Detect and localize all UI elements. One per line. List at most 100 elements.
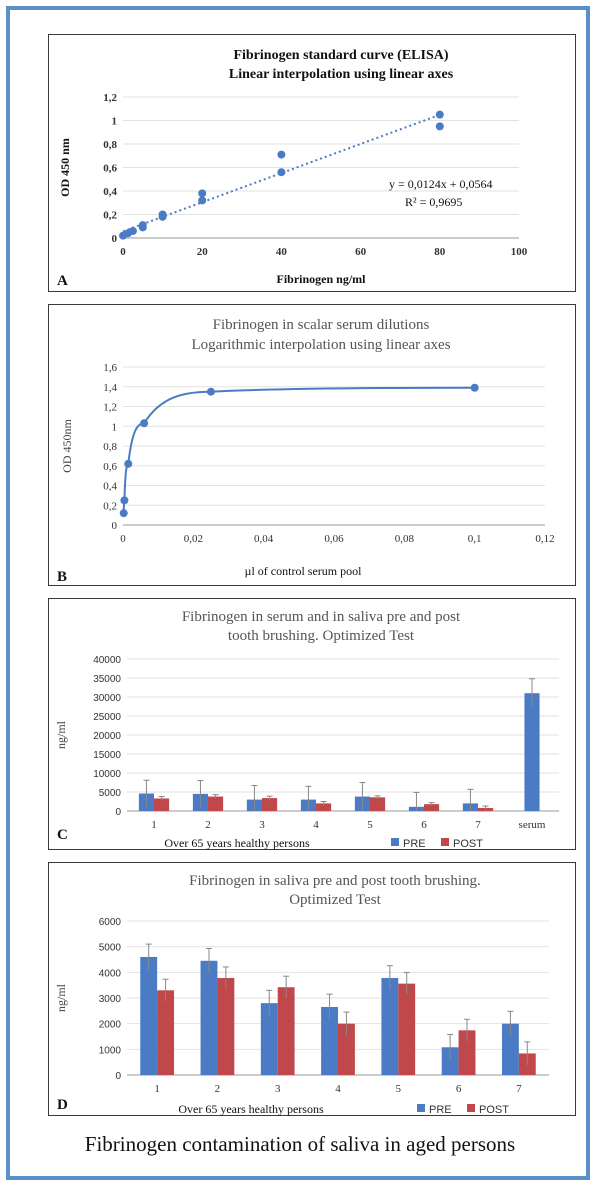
y-tick-label: 0,4: [103, 186, 117, 198]
chart-title: Fibrinogen in scalar serum dilutions: [213, 317, 430, 333]
chart-a-svg: Fibrinogen standard curve (ELISA) Linear …: [57, 48, 528, 289]
legend-label-pre: PRE: [429, 1104, 452, 1116]
y-tick-label: 0: [115, 807, 121, 818]
data-point: [198, 189, 207, 198]
x-tick-label: 4: [313, 819, 319, 831]
x-tick-label: 0,08: [395, 533, 415, 545]
y-tick-label: 30000: [93, 693, 121, 704]
data-point: [206, 387, 215, 396]
chart-title: Fibrinogen standard curve (ELISA): [233, 48, 448, 63]
trendline: [122, 113, 441, 233]
x-tick-label: 7: [516, 1083, 522, 1095]
y-tick-label: 20000: [93, 731, 121, 742]
x-tick-label: 6: [421, 819, 427, 831]
x-tick-label: 5: [367, 819, 373, 831]
panel-letter: B: [57, 569, 67, 585]
bar-pre: [501, 1023, 519, 1075]
y-axis-label: OD 450nm: [60, 419, 74, 473]
data-point: [435, 122, 444, 131]
bar-post: [157, 990, 175, 1075]
bar-post: [217, 977, 235, 1075]
data-point: [140, 419, 149, 428]
bar-post: [208, 796, 224, 811]
bar-pre: [524, 693, 540, 811]
panel-letter: A: [57, 273, 68, 289]
x-tick-label: 0,1: [468, 533, 482, 545]
bar-post: [262, 798, 278, 811]
y-tick-label: 10000: [93, 769, 121, 780]
panel-letter: D: [57, 1097, 68, 1113]
data-point: [120, 496, 129, 505]
x-tick-label: 0,02: [184, 533, 203, 545]
y-tick-label: 0: [112, 233, 118, 245]
chart-b-svg: Fibrinogen in scalar serum dilutions Loga…: [57, 317, 555, 585]
legend-label-post: POST: [453, 838, 483, 850]
y-tick-label: 0,6: [103, 461, 117, 473]
x-tick-label: 2: [215, 1083, 221, 1095]
data-point: [128, 226, 137, 235]
x-tick-label: 0: [120, 246, 126, 258]
y-tick-label: 2000: [99, 1020, 122, 1031]
legend-label-pre: PRE: [403, 838, 426, 850]
y-tick-label: 0,8: [103, 441, 117, 453]
y-tick-label: 1,6: [103, 362, 117, 374]
bar-pre: [441, 1047, 459, 1075]
x-tick-label: 2: [205, 819, 211, 831]
legend-swatch-pre: [417, 1104, 425, 1112]
legend-swatch-post: [467, 1104, 475, 1112]
bar-pre: [381, 977, 399, 1075]
x-tick-label: 1: [151, 819, 157, 831]
y-tick-label: 1,2: [103, 92, 117, 104]
x-tick-label: serum: [519, 819, 546, 831]
x-tick-label: 0,06: [324, 533, 344, 545]
panel-c: Fibrinogen in serum and in saliva pre an…: [48, 598, 576, 850]
y-tick-label: 0,6: [103, 163, 117, 175]
data-point: [198, 196, 207, 205]
bar-pre: [200, 960, 218, 1075]
bar-post: [370, 797, 386, 811]
y-tick-label: 5000: [99, 788, 122, 799]
bar-post: [277, 987, 295, 1075]
bar-post: [316, 803, 332, 811]
y-tick-label: 15000: [93, 750, 121, 761]
chart-d-svg: Fibrinogen in saliva pre and post tooth …: [54, 873, 549, 1116]
y-tick-label: 1: [112, 421, 118, 433]
chart-subtitle: Logarithmic interpolation using linear a…: [191, 337, 450, 353]
y-tick-label: 0,2: [103, 210, 117, 222]
chart-c-svg: Fibrinogen in serum and in saliva pre an…: [54, 609, 559, 850]
data-point: [119, 509, 128, 518]
y-axis-label: ng/ml: [54, 720, 68, 749]
data-point: [158, 210, 167, 219]
data-point: [470, 383, 479, 392]
r-squared: R² = 0,9695: [405, 195, 462, 209]
data-point: [277, 168, 286, 177]
y-tick-label: 40000: [93, 655, 121, 666]
chart-subtitle: tooth brushing. Optimized Test: [228, 628, 415, 644]
bar-post: [458, 1030, 476, 1075]
x-tick-label: 7: [475, 819, 481, 831]
x-tick-label: 1: [154, 1083, 160, 1095]
chart-title: Fibrinogen in serum and in saliva pre an…: [182, 609, 461, 625]
chart-subtitle: Linear interpolation using linear axes: [229, 67, 454, 82]
chart-title: Fibrinogen in saliva pre and post tooth …: [189, 873, 481, 889]
x-tick-label: 60: [355, 246, 367, 258]
y-tick-label: 0,4: [103, 481, 117, 493]
legend-swatch-post: [441, 838, 449, 846]
y-axis-label: ng/ml: [54, 983, 68, 1012]
x-tick-label: 0: [120, 533, 126, 545]
x-tick-label: 0,12: [535, 533, 554, 545]
legend-swatch-pre: [391, 838, 399, 846]
bar-pre: [321, 1006, 338, 1075]
panel-b: Fibrinogen in scalar serum dilutions Loga…: [48, 304, 576, 586]
y-tick-label: 3000: [99, 994, 122, 1005]
x-axis-label: Over 65 years healthy persons: [164, 836, 310, 850]
y-tick-label: 35000: [93, 674, 121, 685]
panel-a: Fibrinogen standard curve (ELISA) Linear …: [48, 34, 576, 292]
x-tick-label: 0,04: [254, 533, 274, 545]
x-tick-label: 40: [276, 246, 288, 258]
y-tick-label: 6000: [99, 917, 122, 928]
bar-post: [424, 804, 440, 811]
x-tick-label: 6: [456, 1083, 462, 1095]
legend-label-post: POST: [479, 1104, 509, 1116]
x-axis-label: Fibrinogen ng/ml: [276, 272, 366, 286]
